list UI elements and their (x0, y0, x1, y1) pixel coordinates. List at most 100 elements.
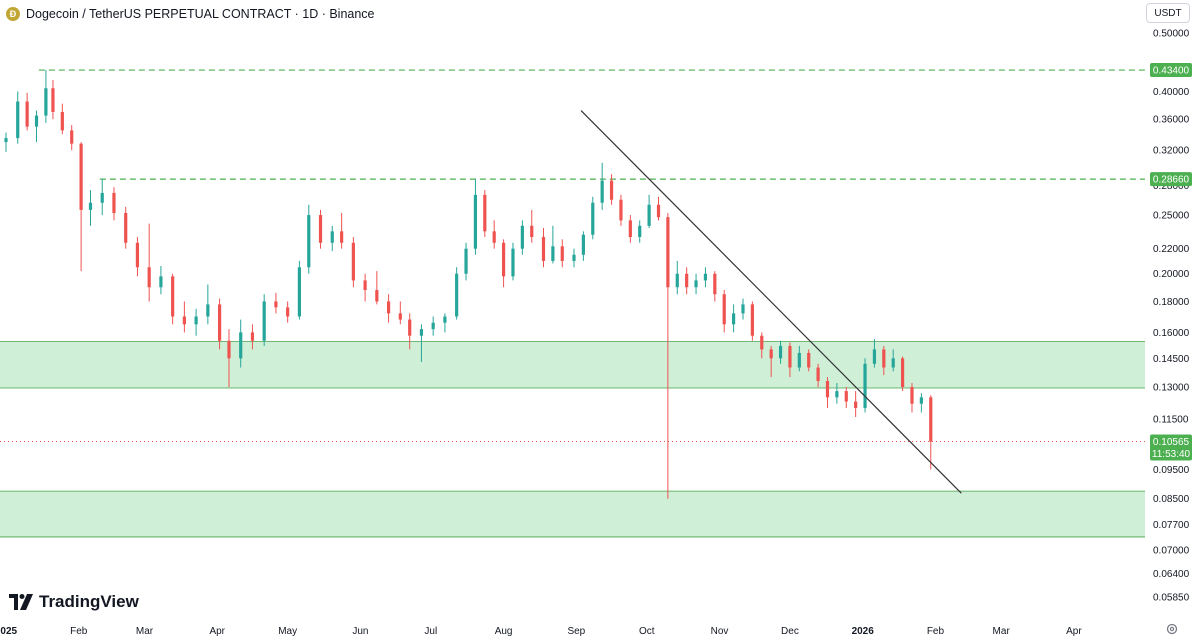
candle-body[interactable] (318, 215, 323, 243)
candle-body[interactable] (100, 192, 104, 203)
candle-body[interactable] (703, 273, 708, 281)
candle-body[interactable] (530, 225, 534, 237)
candle-body[interactable] (340, 231, 344, 243)
candle-body[interactable] (419, 329, 424, 336)
candle-body[interactable] (591, 202, 595, 235)
candle-body[interactable] (910, 387, 914, 404)
candle-body[interactable] (51, 88, 55, 112)
candle-body[interactable] (778, 345, 783, 359)
candle-body[interactable] (262, 301, 266, 341)
candle-body[interactable] (647, 204, 651, 226)
candle-body[interactable] (825, 381, 830, 398)
candle-body[interactable] (375, 290, 379, 302)
candle-body[interactable] (666, 217, 670, 288)
level-price-tag (1150, 63, 1192, 78)
candle-body[interactable] (70, 130, 74, 144)
candle-body[interactable] (609, 180, 614, 200)
candle-body[interactable] (44, 88, 48, 116)
candle-body[interactable] (227, 340, 231, 359)
candle-body[interactable] (431, 322, 435, 330)
candle-body[interactable] (844, 391, 848, 402)
candle-body[interactable] (854, 401, 858, 409)
candle-body[interactable] (297, 267, 301, 317)
candle-body[interactable] (330, 231, 334, 243)
candle-body[interactable] (835, 391, 839, 398)
candle-body[interactable] (4, 138, 8, 143)
candle-body[interactable] (135, 242, 140, 268)
candle-body[interactable] (750, 304, 754, 336)
support-zone-2[interactable] (0, 491, 1145, 537)
candle-body[interactable] (722, 294, 726, 325)
candle-body[interactable] (863, 363, 867, 409)
candle-body[interactable] (159, 276, 163, 288)
candle-body[interactable] (464, 248, 468, 274)
candle-body[interactable] (408, 319, 412, 336)
candle-body[interactable] (147, 267, 151, 288)
candle-body[interactable] (206, 304, 210, 317)
candle-body[interactable] (79, 143, 83, 210)
candle-body[interactable] (351, 242, 355, 281)
candle-body[interactable] (124, 212, 128, 243)
candle-body[interactable] (34, 115, 39, 127)
candle-body[interactable] (511, 248, 515, 277)
candle-body[interactable] (217, 304, 222, 341)
candle-body[interactable] (386, 301, 391, 314)
candle-body[interactable] (628, 220, 632, 237)
candle-body[interactable] (171, 276, 175, 317)
symbol-title[interactable]: Dogecoin / TetherUS PERPETUAL CONTRACT ·… (26, 7, 375, 21)
currency-selector[interactable]: USDT (1146, 3, 1190, 23)
candle-body[interactable] (286, 307, 290, 317)
candle-body[interactable] (194, 316, 198, 325)
candle-body[interactable] (816, 367, 820, 382)
candle-body[interactable] (741, 304, 745, 314)
candle-body[interactable] (25, 101, 29, 127)
candle-body[interactable] (788, 345, 792, 368)
candle-body[interactable] (619, 199, 623, 221)
candle-body[interactable] (473, 194, 478, 249)
candle-body[interactable] (581, 234, 585, 255)
candle-body[interactable] (732, 313, 736, 325)
candle-body[interactable] (872, 349, 877, 364)
candle-body[interactable] (112, 192, 116, 213)
candle-body[interactable] (60, 111, 64, 131)
support-zone-1[interactable] (0, 341, 1145, 389)
candle-body[interactable] (182, 316, 186, 325)
candle-body[interactable] (239, 332, 243, 359)
candle-body[interactable] (250, 332, 255, 341)
candle-body[interactable] (492, 231, 496, 243)
candle-body[interactable] (520, 225, 524, 249)
candle-body[interactable] (16, 101, 20, 139)
candle-body[interactable] (274, 301, 278, 308)
candle-body[interactable] (929, 397, 933, 442)
candle-body[interactable] (88, 202, 93, 210)
candle-body[interactable] (398, 313, 402, 320)
descending-trendline[interactable] (580, 110, 962, 494)
candle-body[interactable] (443, 316, 447, 323)
candle-body[interactable] (455, 273, 459, 317)
candle-body[interactable] (891, 358, 895, 368)
candle-body[interactable] (551, 246, 555, 261)
candle-body[interactable] (638, 225, 642, 237)
candle-body[interactable] (685, 273, 689, 288)
candle-body[interactable] (882, 349, 886, 368)
candle-body[interactable] (483, 194, 487, 232)
candle-body[interactable] (560, 246, 564, 261)
candle-body[interactable] (919, 397, 923, 404)
candle-body[interactable] (694, 280, 698, 288)
settings-button[interactable] (1165, 622, 1179, 636)
candle-body[interactable] (900, 358, 905, 388)
candle-body[interactable] (797, 352, 801, 368)
candle-body[interactable] (541, 236, 546, 261)
candle-body[interactable] (501, 242, 506, 277)
candle-body[interactable] (572, 254, 576, 261)
candle-body[interactable] (769, 349, 773, 359)
candle-body[interactable] (760, 335, 764, 350)
candle-body[interactable] (807, 352, 811, 368)
candle-body[interactable] (363, 280, 367, 291)
candle-body[interactable] (656, 204, 661, 218)
candle-body[interactable] (713, 273, 717, 295)
candle-body[interactable] (600, 180, 604, 203)
candle-body[interactable] (307, 215, 311, 268)
candle-body[interactable] (675, 273, 679, 288)
